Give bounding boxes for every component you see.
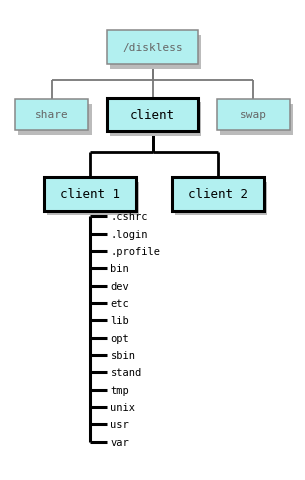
Text: .cshrc: .cshrc — [110, 212, 148, 222]
FancyBboxPatch shape — [44, 178, 136, 211]
Text: dev: dev — [110, 281, 129, 291]
Text: bin: bin — [110, 264, 129, 274]
Text: etc: etc — [110, 299, 129, 308]
Text: unix: unix — [110, 402, 135, 412]
Text: client: client — [130, 108, 175, 122]
Text: .login: .login — [110, 229, 148, 239]
Text: opt: opt — [110, 333, 129, 343]
Text: usr: usr — [110, 420, 129, 429]
Text: stand: stand — [110, 368, 142, 377]
FancyBboxPatch shape — [107, 31, 198, 65]
Text: var: var — [110, 437, 129, 446]
Text: client 2: client 2 — [188, 188, 248, 201]
FancyBboxPatch shape — [110, 103, 201, 137]
FancyBboxPatch shape — [18, 105, 92, 136]
Text: swap: swap — [240, 110, 267, 120]
Text: tmp: tmp — [110, 385, 129, 395]
Text: share: share — [35, 110, 69, 120]
Text: sbin: sbin — [110, 350, 135, 360]
FancyBboxPatch shape — [110, 36, 201, 70]
FancyBboxPatch shape — [175, 182, 267, 216]
Text: lib: lib — [110, 316, 129, 325]
Text: .profile: .profile — [110, 247, 160, 256]
FancyBboxPatch shape — [15, 100, 88, 131]
FancyBboxPatch shape — [172, 178, 264, 211]
Text: /diskless: /diskless — [122, 43, 183, 53]
FancyBboxPatch shape — [220, 105, 293, 136]
FancyBboxPatch shape — [217, 100, 290, 131]
FancyBboxPatch shape — [47, 182, 139, 216]
FancyBboxPatch shape — [107, 98, 198, 132]
Text: client 1: client 1 — [60, 188, 120, 201]
